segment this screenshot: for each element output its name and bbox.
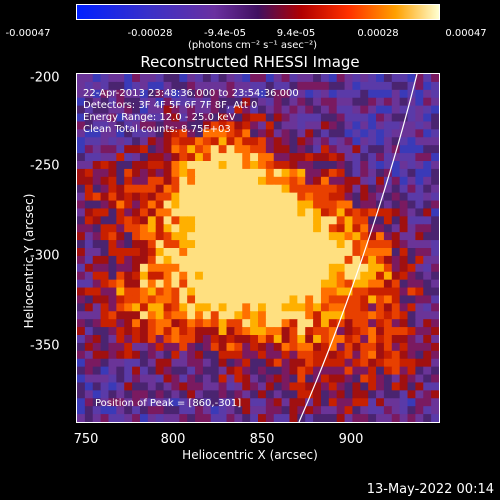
colorbar-unit: (photons cm⁻² s⁻¹ asec⁻²) bbox=[188, 40, 318, 51]
x-axis-label: Heliocentric X (arcsec) bbox=[182, 448, 318, 462]
colorbar bbox=[76, 4, 440, 20]
info-counts: Clean Total counts: 8.75E+03 bbox=[83, 124, 231, 135]
x-tick: 850 bbox=[249, 432, 275, 447]
colorbar-tick: 0.00047 bbox=[445, 28, 487, 39]
y-tick: -300 bbox=[30, 248, 60, 264]
info-energy: Energy Range: 12.0 - 25.0 keV bbox=[83, 112, 236, 123]
y-tick: -250 bbox=[30, 158, 60, 174]
render-timestamp: 13-May-2022 00:14 bbox=[366, 482, 494, 497]
solar-image: 22-Apr-2013 23:48:36.000 to 23:54:36.000… bbox=[76, 73, 440, 423]
plot-title: Reconstructed RHESSI Image bbox=[140, 53, 360, 71]
colorbar-tick: -0.00028 bbox=[127, 28, 173, 39]
y-tick: -200 bbox=[30, 70, 60, 86]
x-tick: 900 bbox=[338, 432, 364, 447]
heatmap-image bbox=[77, 74, 439, 422]
y-axis-label: Heliocentric Y (arcsec) bbox=[22, 193, 36, 329]
x-tick: 800 bbox=[160, 432, 186, 447]
y-tick: -350 bbox=[30, 338, 60, 354]
colorbar-tick: -0.00047 bbox=[5, 28, 51, 39]
info-detectors: Detectors: 3F 4F 5F 6F 7F 8F, Att 0 bbox=[83, 100, 258, 111]
solar-limb-line bbox=[298, 74, 418, 422]
colorbar-tick: -9.4e-05 bbox=[204, 28, 246, 39]
peak-position: Position of Peak = [860,-301] bbox=[95, 398, 242, 409]
colorbar-tick: 0.00028 bbox=[357, 28, 399, 39]
info-time: 22-Apr-2013 23:48:36.000 to 23:54:36.000 bbox=[83, 88, 299, 99]
colorbar-tick: 9.4e-05 bbox=[276, 28, 316, 39]
x-tick: 750 bbox=[73, 432, 99, 447]
